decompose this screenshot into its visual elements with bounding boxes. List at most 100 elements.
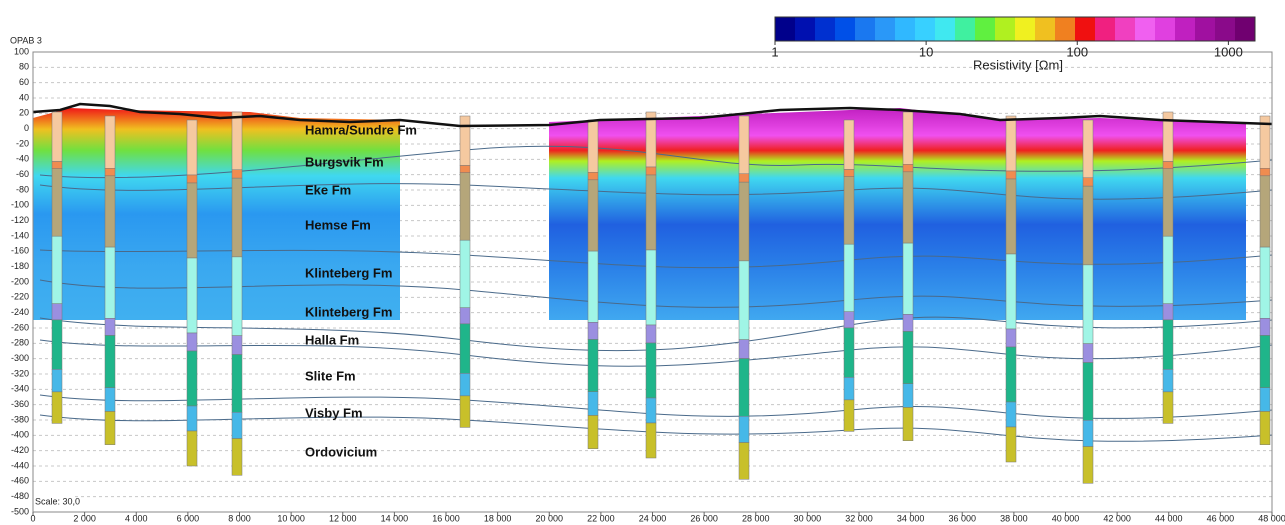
borehole-segment [105, 116, 115, 168]
borehole-segment [903, 384, 913, 408]
colorbar-tick-label: 10 [919, 44, 933, 59]
x-tick-label: 2 000 [73, 513, 96, 523]
x-tick-label: 4 000 [125, 513, 148, 523]
borehole-segment [187, 333, 197, 351]
colorbar-swatch [1035, 17, 1056, 41]
y-tick-label: -440 [11, 460, 29, 470]
x-tick-label: 42 000 [1103, 513, 1131, 523]
borehole-segment [588, 172, 598, 180]
colorbar-swatch [1075, 17, 1096, 41]
y-tick-label: -60 [16, 169, 29, 179]
x-tick-label: 14 000 [381, 513, 409, 523]
borehole-segment [646, 167, 656, 175]
borehole-segment [460, 116, 470, 166]
y-tick-label: -480 [11, 491, 29, 501]
borehole-segment [105, 168, 115, 176]
borehole-segment [232, 336, 242, 355]
y-tick-label: -260 [11, 322, 29, 332]
formation-label: Klinteberg Fm [305, 304, 392, 319]
colorbar-swatch [1175, 17, 1196, 41]
chart: Hamra/Sundre Fm Burgsvik Fm Eke Fm Hemse… [0, 0, 1285, 525]
borehole-segment [52, 112, 62, 162]
chart-title: OPAB 3 [10, 35, 42, 45]
borehole-segment [1260, 247, 1270, 318]
borehole-segment [1083, 363, 1093, 421]
borehole-segment [1006, 402, 1016, 427]
x-tick-label: 44 000 [1155, 513, 1183, 523]
borehole-segment [739, 261, 749, 340]
borehole-segment [187, 175, 197, 183]
y-tick-label: 40 [19, 92, 29, 102]
borehole-segment [588, 251, 598, 322]
borehole-segment [460, 324, 470, 374]
borehole-segment [1006, 116, 1016, 171]
colorbar-swatch [815, 17, 836, 41]
borehole-segment [844, 377, 854, 400]
y-tick-label: -380 [11, 414, 29, 424]
y-tick-label: 0 [24, 123, 29, 133]
borehole-segment [187, 351, 197, 406]
borehole-segment [232, 257, 242, 336]
borehole-segment [1163, 392, 1173, 424]
borehole-segment [1260, 168, 1270, 176]
y-tick-label: -120 [11, 215, 29, 225]
formation-label: Eke Fm [305, 182, 351, 197]
y-tick-label: -220 [11, 292, 29, 302]
formation-label: Burgsvik Fm [305, 154, 384, 169]
borehole-segment [1083, 344, 1093, 363]
borehole-segment [588, 180, 598, 251]
borehole-segment [646, 423, 656, 458]
y-tick-label: -500 [11, 506, 29, 516]
colorbar-label: Resistivity [Ωm] [973, 57, 1063, 72]
borehole-segment [646, 175, 656, 250]
borehole-segment [844, 400, 854, 432]
borehole-segment [588, 415, 598, 448]
colorbar-swatch [935, 17, 956, 41]
x-tick-label: 18 000 [484, 513, 512, 523]
borehole-segment [460, 166, 470, 173]
y-tick-label: -160 [11, 246, 29, 256]
borehole-segment [903, 112, 913, 164]
formation-label: Ordovicium [305, 444, 377, 459]
formation-label: Klinteberg Fm [305, 265, 392, 280]
x-tick-label: 40 000 [1052, 513, 1080, 523]
x-tick-label: 8 000 [228, 513, 251, 523]
colorbar-swatch [1195, 17, 1216, 41]
colorbar-swatch [855, 17, 876, 41]
borehole-segment [232, 178, 242, 257]
borehole-segment [1083, 186, 1093, 265]
borehole-segment [903, 407, 913, 440]
borehole-segment [105, 388, 115, 412]
y-tick-label: -300 [11, 353, 29, 363]
scale-note: Scale: 30,0 [35, 496, 80, 506]
x-tick-label: 26 000 [690, 513, 718, 523]
borehole-segment [1260, 335, 1270, 387]
y-tick-label: -400 [11, 430, 29, 440]
borehole-segment [1006, 347, 1016, 402]
borehole-segment [52, 392, 62, 424]
x-tick-label: 16 000 [432, 513, 460, 523]
borehole-segment [52, 304, 62, 320]
borehole-segment [460, 173, 470, 241]
x-tick-label: 10 000 [277, 513, 305, 523]
colorbar-tick-label: 1000 [1214, 44, 1243, 59]
colorbar-swatch [775, 17, 796, 41]
y-tick-label: -140 [11, 230, 29, 240]
borehole-segment [844, 244, 854, 312]
colorbar-tick-label: 1 [771, 44, 778, 59]
x-tick-label: 36 000 [948, 513, 976, 523]
x-tick-label: 20 000 [535, 513, 563, 523]
colorbar-swatch [1215, 17, 1236, 41]
borehole-segment [739, 340, 749, 359]
borehole-segment [739, 116, 749, 174]
borehole-segment [187, 120, 197, 175]
borehole-segment [1163, 162, 1173, 169]
borehole-segment [1006, 254, 1016, 329]
borehole-segment [232, 355, 242, 413]
y-tick-label: -320 [11, 368, 29, 378]
borehole-segment [646, 343, 656, 398]
borehole-segment [1163, 369, 1173, 392]
borehole-segment [1163, 169, 1173, 237]
borehole-segment [1006, 171, 1016, 179]
x-tick-label: 24 000 [639, 513, 667, 523]
